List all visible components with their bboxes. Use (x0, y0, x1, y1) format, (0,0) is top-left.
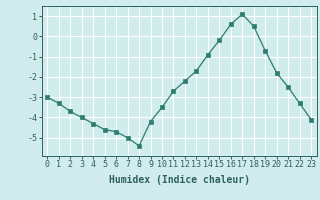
X-axis label: Humidex (Indice chaleur): Humidex (Indice chaleur) (109, 175, 250, 185)
